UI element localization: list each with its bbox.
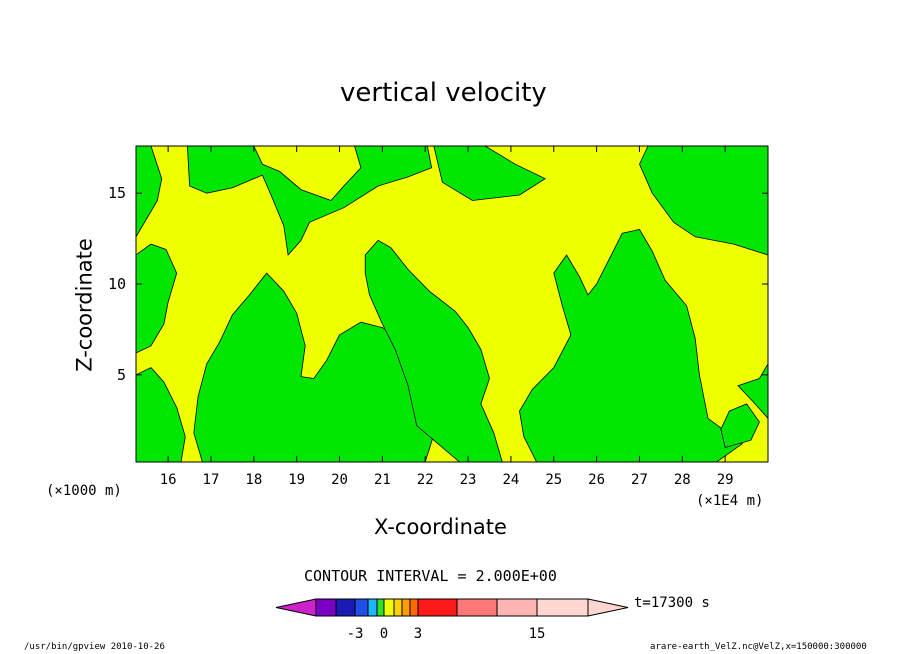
contour-interval: CONTOUR INTERVAL = 2.000E+00 [304, 567, 557, 585]
colorbar-segment [315, 598, 337, 617]
colorbar-label: 0 [380, 626, 388, 642]
colorbar-label: 3 [414, 626, 422, 642]
x-tick-label: 22 [417, 472, 434, 488]
colorbar-arrow-high [587, 598, 629, 617]
colorbar-segment [367, 598, 378, 617]
colorbar-segment [456, 598, 498, 617]
negative-region [364, 239, 503, 463]
footer-left: /usr/bin/gpview 2010-10-26 [24, 642, 165, 652]
x-unit-left: (×1000 m) [46, 483, 122, 499]
colorbar-segment [383, 598, 395, 617]
x-tick-label: 23 [460, 472, 477, 488]
y-tick-label: 10 [108, 275, 126, 293]
negative-region [720, 403, 760, 448]
x-unit-right: (×1E4 m) [696, 493, 764, 509]
colorbar-segment [401, 598, 411, 617]
y-axis-label: Z-coordinate [72, 238, 97, 372]
x-tick-label: 18 [245, 472, 262, 488]
negative-region [433, 145, 547, 201]
x-tick-label: 24 [502, 472, 519, 488]
colorbar-segment [335, 598, 356, 617]
y-tick-label: 5 [117, 366, 126, 384]
colorbar-segment [354, 598, 369, 617]
colorbar-segment [496, 598, 538, 617]
y-tick-label: 15 [108, 184, 126, 202]
x-axis-label: X-coordinate [374, 515, 507, 539]
chart-title: vertical velocity [340, 78, 547, 108]
x-tick-label: 20 [331, 472, 348, 488]
x-tick-label: 29 [717, 472, 734, 488]
colorbar-segment [409, 598, 419, 617]
colorbar-segment [376, 598, 385, 617]
x-tick-label: 25 [545, 472, 562, 488]
colorbar-label: 15 [529, 626, 546, 642]
negative-region [519, 229, 743, 463]
footer-right: arare-earth_VelZ.nc@VelZ,x=150000:300000 [650, 642, 867, 652]
x-tick-label: 17 [203, 472, 220, 488]
x-tick-label: 21 [374, 472, 391, 488]
time-label: t=17300 s [634, 595, 710, 611]
colorbar-label: -3 [347, 626, 364, 642]
colorbar-segment [536, 598, 589, 617]
negative-region [186, 145, 433, 256]
colorbar-segment [417, 598, 458, 617]
x-tick-label: 16 [160, 472, 177, 488]
x-tick-label: 28 [674, 472, 691, 488]
colorbar-arrow-low [275, 598, 317, 617]
x-tick-label: 26 [588, 472, 605, 488]
x-tick-label: 19 [288, 472, 305, 488]
plot-frame [135, 145, 769, 463]
x-tick-label: 27 [631, 472, 648, 488]
negative-region [135, 243, 178, 354]
colorbar-segment [393, 598, 403, 617]
